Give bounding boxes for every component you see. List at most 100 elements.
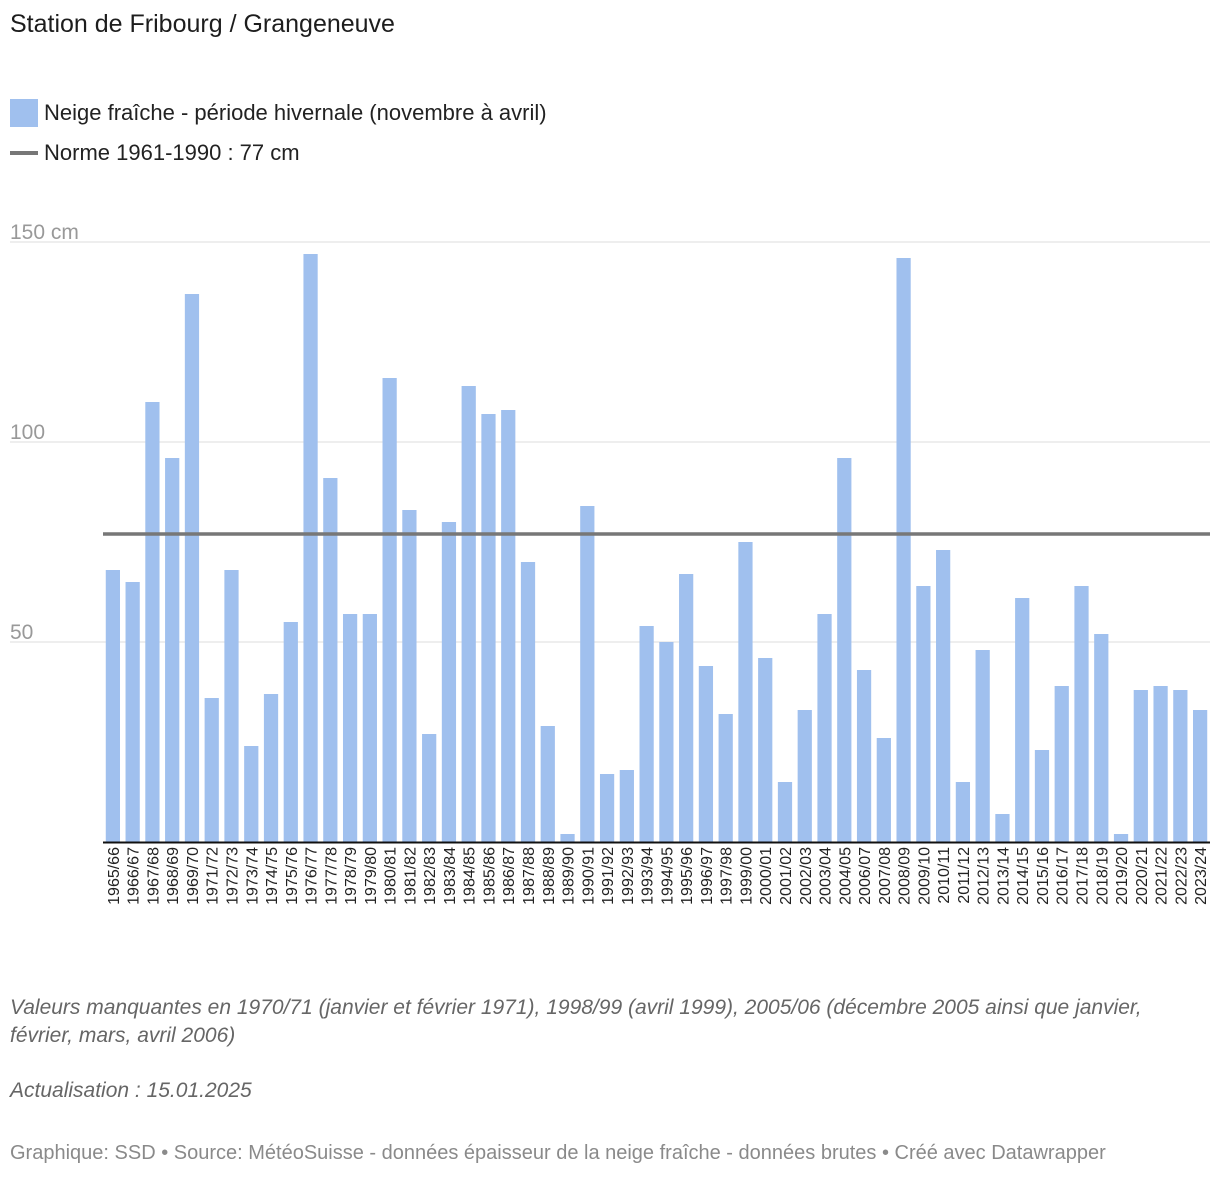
bar xyxy=(876,738,891,842)
x-tick-label: 1980/81 xyxy=(383,847,400,905)
bar xyxy=(461,386,476,842)
bar xyxy=(975,650,990,842)
x-tick-label: 1978/79 xyxy=(343,847,360,905)
x-tick-label: 1971/72 xyxy=(205,847,222,905)
bar xyxy=(936,550,951,842)
bar xyxy=(916,586,931,842)
bar xyxy=(145,402,160,842)
bar xyxy=(520,562,536,842)
bar xyxy=(817,614,832,842)
x-tick-label: 2001/02 xyxy=(778,847,795,905)
bar xyxy=(698,666,714,842)
x-tick-label: 2009/10 xyxy=(916,847,933,905)
x-tick-label: 2018/19 xyxy=(1094,847,1111,905)
bar xyxy=(283,622,298,842)
bar xyxy=(481,414,496,842)
bar xyxy=(323,478,338,842)
x-tick-label: 1986/87 xyxy=(501,847,518,905)
x-tick-label: 1991/92 xyxy=(600,847,617,905)
bar xyxy=(1054,686,1069,842)
bar xyxy=(1192,710,1208,842)
x-tick-label: 1966/67 xyxy=(126,847,143,905)
bar xyxy=(303,254,318,842)
bar xyxy=(540,726,555,842)
x-tick-label: 2006/07 xyxy=(857,847,874,905)
bar xyxy=(244,746,259,842)
y-tick-label: 50 xyxy=(10,621,33,644)
bar xyxy=(1113,834,1129,842)
x-tick-label: 1976/77 xyxy=(304,847,321,905)
legend-line-label: Norme 1961-1990 : 77 cm xyxy=(44,140,300,165)
legend-norm: Norme 1961-1990 : 77 cm xyxy=(10,140,300,166)
bar xyxy=(165,458,180,842)
bar xyxy=(263,694,279,842)
bar xyxy=(856,670,872,842)
bar xyxy=(501,410,516,842)
bar xyxy=(639,626,654,842)
source-footer: Graphique: SSD • Source: MétéoSuisse - d… xyxy=(10,1142,1106,1164)
bar xyxy=(797,710,812,842)
x-tick-label: 2014/15 xyxy=(1015,847,1032,905)
x-tick-label: 1997/98 xyxy=(719,847,736,905)
x-tick-label: 2011/12 xyxy=(956,847,973,904)
y-tick-label: 100 xyxy=(10,421,45,444)
y-tick-label: 150 cm xyxy=(10,221,79,244)
x-tick-label: 2015/16 xyxy=(1035,847,1052,905)
x-tick-label: 1999/00 xyxy=(738,847,755,905)
bar xyxy=(718,714,733,842)
x-tick-label: 2002/03 xyxy=(798,847,815,905)
x-tick-label: 2021/22 xyxy=(1154,847,1171,905)
x-tick-label: 1990/91 xyxy=(580,847,597,905)
x-tick-label: 1994/95 xyxy=(659,847,676,905)
bar xyxy=(224,570,239,842)
x-tick-label: 1982/83 xyxy=(422,847,439,905)
bar xyxy=(125,582,140,842)
bar xyxy=(422,734,437,842)
bar xyxy=(679,574,694,842)
x-tick-label: 1987/88 xyxy=(521,847,538,905)
x-tick-label: 2012/13 xyxy=(976,847,993,905)
x-tick-label: 1992/93 xyxy=(620,847,637,905)
x-tick-label: 1974/75 xyxy=(264,847,281,905)
legend-bar-label: Neige fraîche - période hivernale (novem… xyxy=(44,100,547,125)
legend-bars: Neige fraîche - période hivernale (novem… xyxy=(10,99,547,127)
bar xyxy=(955,782,971,842)
bar xyxy=(896,258,911,842)
x-tick-label: 1989/90 xyxy=(561,847,578,905)
bar xyxy=(995,814,1010,842)
x-tick-label: 1988/89 xyxy=(541,847,558,905)
x-tick-label: 2017/18 xyxy=(1075,847,1092,905)
x-tick-label: 1985/86 xyxy=(481,847,498,905)
bar xyxy=(1173,690,1188,842)
bar xyxy=(599,774,615,842)
x-tick-label: 2000/01 xyxy=(758,847,775,905)
bar xyxy=(619,770,634,842)
x-tick-label: 1972/73 xyxy=(224,847,241,905)
x-tick-label: 1969/70 xyxy=(185,847,202,905)
x-tick-label: 2019/20 xyxy=(1114,847,1131,905)
x-tick-label: 2020/21 xyxy=(1134,847,1151,905)
x-tick-label: 1993/94 xyxy=(640,847,657,905)
legend-line-swatch xyxy=(10,151,38,155)
bar xyxy=(362,614,377,842)
update-note: Actualisation : 15.01.2025 xyxy=(10,1079,252,1102)
x-tick-label: 1979/80 xyxy=(363,847,380,905)
bar xyxy=(1015,598,1030,842)
bar xyxy=(382,378,397,842)
x-tick-label: 2007/08 xyxy=(877,847,894,905)
x-tick-label: 1968/69 xyxy=(165,847,182,905)
x-tick-label: 1995/96 xyxy=(679,847,696,905)
x-tick-label: 1983/84 xyxy=(442,847,459,905)
bar xyxy=(738,542,753,842)
bar xyxy=(580,506,595,842)
bar xyxy=(758,658,773,842)
x-tick-label: 1977/78 xyxy=(323,847,340,905)
bar xyxy=(402,510,417,842)
x-tick-label: 1981/82 xyxy=(402,847,419,905)
bar xyxy=(441,522,457,842)
x-tick-label: 2003/04 xyxy=(818,847,835,905)
bar xyxy=(1094,634,1109,842)
bar xyxy=(1133,690,1148,842)
bar xyxy=(105,570,121,842)
